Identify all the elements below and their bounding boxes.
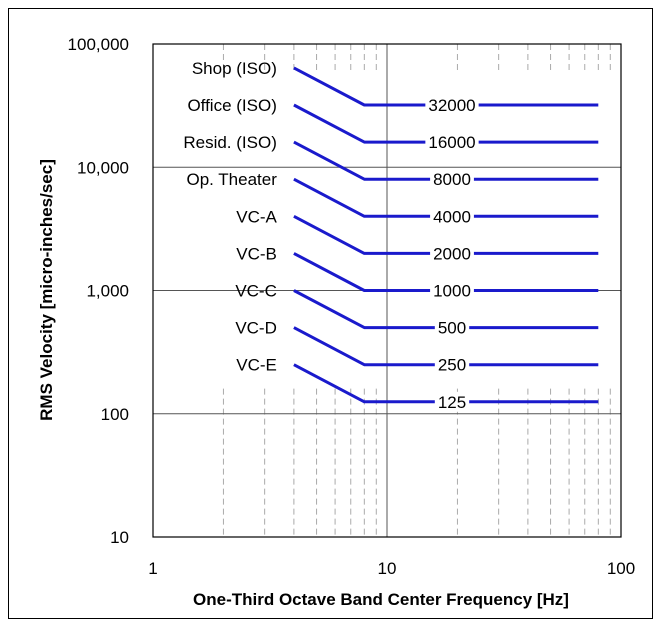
series-value-label: 1000 — [433, 282, 471, 301]
plot-area-border — [152, 43, 622, 538]
series-line — [293, 214, 599, 255]
series-name-label: VC-A — [236, 207, 277, 226]
series-name-label: Op. Theater — [186, 170, 277, 189]
series-value-label: 2000 — [433, 244, 471, 263]
series-value-label: 32000 — [428, 96, 475, 115]
series-name-label: VC-C — [235, 282, 277, 301]
value-label-background — [434, 354, 470, 375]
series-value-label: 125 — [438, 393, 466, 412]
value-label-background — [434, 317, 470, 338]
value-label-background — [430, 280, 474, 301]
series-name-label: VC-B — [236, 244, 277, 263]
value-label-background — [430, 206, 474, 227]
y-tick-label: 100 — [101, 405, 129, 424]
x-tick-label: 10 — [378, 559, 397, 578]
series-labels: Shop (ISO) 32000 Office (ISO) 16000 Resid. (… — [183, 59, 479, 412]
series-line — [293, 177, 599, 218]
x-axis-label: One-Third Octave Band Center Frequency [… — [193, 590, 569, 609]
value-label-background — [434, 391, 470, 412]
series-line — [293, 289, 599, 330]
chart-frame — [8, 8, 653, 619]
series-name-label: VC-E — [236, 356, 277, 375]
series-line — [293, 103, 599, 144]
value-label-background — [430, 243, 474, 264]
y-tick-label: 10,000 — [77, 158, 129, 177]
x-tick-label: 100 — [607, 559, 635, 578]
series-name-label: Resid. (ISO) — [183, 133, 277, 152]
series-line — [293, 66, 599, 107]
series-line — [293, 252, 599, 292]
y-tick-labels: 10 100 1,000 10,000 100,000 — [68, 35, 129, 547]
series-value-label: 250 — [438, 356, 466, 375]
series-value-label: 16000 — [428, 133, 475, 152]
value-label-background — [430, 169, 474, 190]
x-tick-label: 1 — [148, 559, 157, 578]
x-tick-labels: 1 10 100 — [148, 559, 635, 578]
y-tick-label: 1,000 — [86, 282, 129, 301]
series-line — [293, 326, 599, 367]
series-line — [293, 363, 599, 404]
series-lines — [293, 66, 599, 404]
y-tick-label: 10 — [110, 528, 129, 547]
series-line — [293, 140, 599, 181]
value-label-background — [425, 132, 479, 153]
y-axis-label: RMS Velocity [micro-inches/sec] — [37, 159, 56, 421]
series-name-label: Shop (ISO) — [192, 59, 277, 78]
series-name-label: VC-D — [235, 319, 277, 338]
series-name-label: Office (ISO) — [187, 96, 276, 115]
series-value-label: 8000 — [433, 170, 471, 189]
y-tick-label: 100,000 — [68, 35, 129, 54]
value-label-background — [425, 94, 479, 115]
series-value-label: 500 — [438, 319, 466, 338]
series-value-label: 4000 — [433, 207, 471, 226]
